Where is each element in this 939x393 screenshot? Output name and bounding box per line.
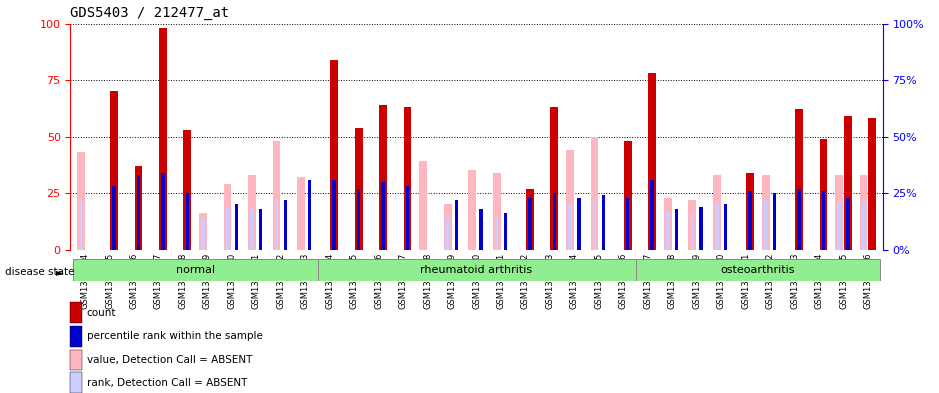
Bar [355, 127, 362, 250]
Bar [469, 171, 476, 250]
Bar [381, 182, 385, 250]
Bar [591, 136, 598, 250]
Bar [795, 110, 803, 250]
Bar [235, 204, 238, 250]
Text: osteoarthritis: osteoarthritis [720, 265, 795, 275]
Bar [73, 259, 317, 281]
Bar [113, 186, 115, 250]
Bar [77, 152, 85, 250]
Bar [636, 259, 880, 281]
Bar [332, 180, 336, 250]
Bar [404, 107, 411, 250]
Bar [690, 213, 694, 250]
Bar [134, 166, 143, 250]
Bar [651, 180, 654, 250]
Bar [162, 173, 164, 250]
Text: percentile rank within the sample: percentile rank within the sample [87, 331, 263, 342]
Bar [838, 202, 840, 250]
Bar [748, 191, 752, 250]
Bar [446, 220, 450, 250]
Bar [716, 204, 718, 250]
Bar [137, 175, 140, 250]
Bar [623, 141, 632, 250]
Bar [862, 202, 866, 250]
Bar [201, 218, 205, 250]
Bar [593, 200, 596, 250]
Bar [183, 130, 192, 250]
Bar [110, 91, 118, 250]
Bar [820, 139, 827, 250]
Bar [186, 193, 189, 250]
Bar [700, 207, 703, 250]
Bar [773, 193, 777, 250]
Text: value, Detection Call = ABSENT: value, Detection Call = ABSENT [87, 355, 253, 365]
Text: ►: ► [56, 267, 64, 277]
Bar [479, 209, 483, 250]
Bar [308, 180, 312, 250]
Bar [724, 204, 728, 250]
Bar [493, 173, 500, 250]
Bar [259, 209, 263, 250]
Bar [844, 116, 852, 250]
Bar [528, 198, 531, 250]
Bar [420, 162, 427, 250]
Bar [70, 372, 83, 393]
Bar [568, 204, 572, 250]
Bar [626, 198, 629, 250]
Bar [762, 175, 770, 250]
Bar [250, 209, 254, 250]
Bar [495, 218, 499, 250]
Bar [688, 200, 696, 250]
Bar [248, 175, 255, 250]
Text: GDS5403 / 212477_at: GDS5403 / 212477_at [70, 6, 229, 20]
Bar [869, 119, 876, 250]
Bar [199, 213, 207, 250]
Bar [648, 73, 656, 250]
Bar [70, 350, 83, 370]
Bar [70, 326, 83, 347]
Text: disease state: disease state [5, 267, 74, 277]
Text: rheumatoid arthritis: rheumatoid arthritis [421, 265, 532, 275]
Bar [764, 200, 767, 250]
Text: normal: normal [176, 265, 215, 275]
Bar [444, 204, 452, 250]
Bar [357, 189, 361, 250]
Bar [331, 60, 338, 250]
Bar [275, 202, 278, 250]
Bar [379, 105, 387, 250]
Bar [503, 213, 507, 250]
Bar [317, 259, 636, 281]
Bar [297, 177, 305, 250]
Bar [602, 195, 605, 250]
Bar [70, 303, 83, 323]
Text: rank, Detection Call = ABSENT: rank, Detection Call = ABSENT [87, 378, 247, 387]
Bar [577, 198, 580, 250]
Bar [822, 191, 825, 250]
Bar [860, 175, 868, 250]
Bar [284, 200, 287, 250]
Bar [526, 189, 533, 250]
Bar [272, 141, 281, 250]
Bar [797, 189, 801, 250]
Bar [553, 193, 556, 250]
Bar [747, 173, 754, 250]
Bar [566, 150, 574, 250]
Bar [225, 207, 229, 250]
Bar [846, 198, 850, 250]
Bar [406, 186, 409, 250]
Text: count: count [87, 308, 116, 318]
Bar [835, 175, 843, 250]
Bar [454, 200, 458, 250]
Bar [666, 211, 670, 250]
Bar [79, 202, 83, 250]
Bar [675, 209, 678, 250]
Bar [713, 175, 721, 250]
Bar [159, 28, 167, 250]
Bar [550, 107, 559, 250]
Bar [664, 198, 671, 250]
Bar [223, 184, 231, 250]
